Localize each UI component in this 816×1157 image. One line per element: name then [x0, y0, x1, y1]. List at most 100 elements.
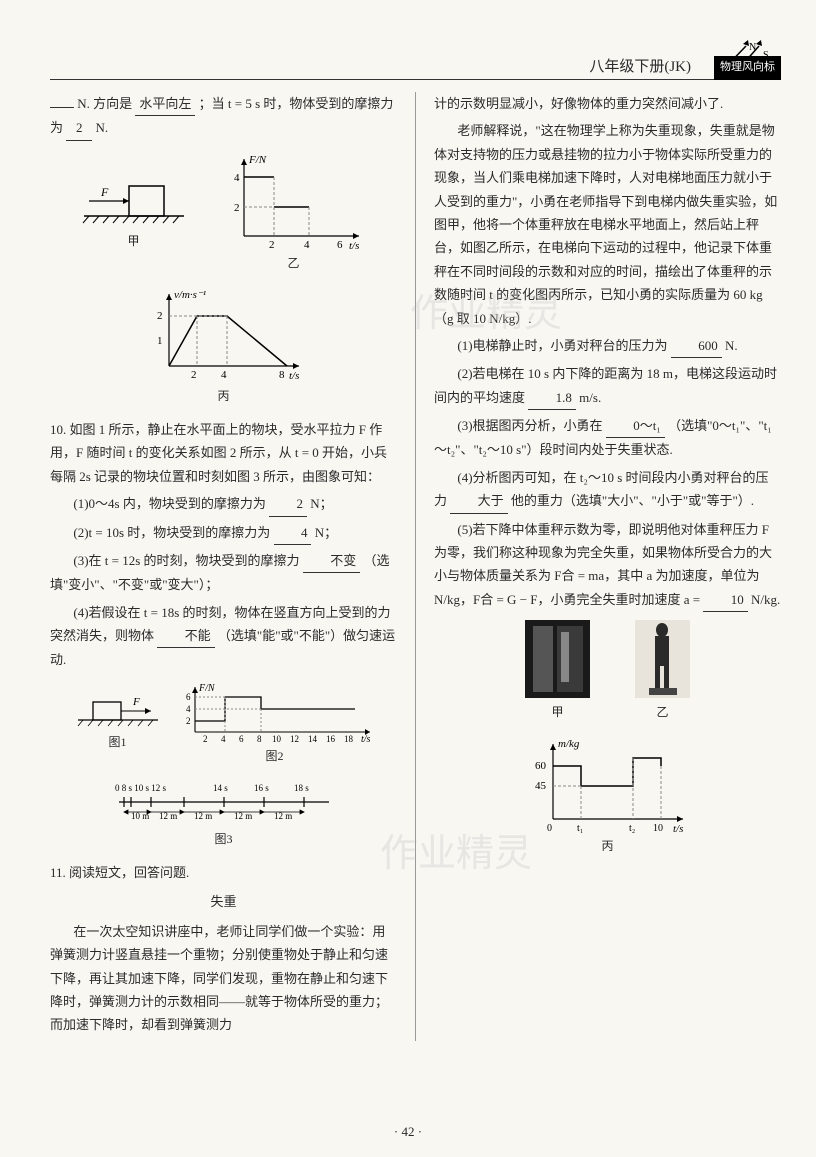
- vt-graph: v/m·s⁻¹ t/s 2 1 2 4 8: [139, 284, 309, 384]
- svg-text:12 m: 12 m: [274, 811, 292, 821]
- q9-unit: N.: [96, 120, 109, 135]
- r-a4-ans: 大于: [450, 489, 507, 513]
- svg-text:45: 45: [535, 780, 547, 792]
- r-a3-ans: 0～t₁: [606, 414, 665, 438]
- q11-p1: 在一次太空知识讲座中，老师让同学们做一个实验：用弹簧测力计竖直悬挂一个重物；分别…: [50, 920, 397, 1037]
- q10-1: (1)0～4s 内，物块受到的摩擦力为 2 N；: [50, 492, 397, 516]
- scale-photo: [635, 620, 690, 700]
- q11: 11. 阅读短文，回答问题.: [50, 861, 397, 884]
- svg-text:F/N: F/N: [198, 683, 216, 694]
- fig1-label: 图1: [73, 732, 163, 754]
- svg-text:t/s: t/s: [289, 370, 299, 382]
- photo-row: 甲 乙: [434, 620, 781, 724]
- r-a5: (5)若下降中体重秤示数为零，即说明他对体重秤压力 F 为零，我们称这种现象为完…: [434, 518, 781, 613]
- q10-3-ans: 不变: [303, 549, 360, 573]
- svg-text:4: 4: [221, 369, 227, 381]
- svg-text:2: 2: [269, 239, 275, 251]
- svg-text:4: 4: [304, 239, 310, 251]
- fig-bing-label: 丙: [523, 836, 693, 858]
- svg-text:t/s: t/s: [361, 734, 371, 744]
- svg-text:12 m: 12 m: [234, 811, 252, 821]
- q10-2-ans: 4: [274, 521, 312, 545]
- svg-text:8: 8: [257, 734, 262, 744]
- svg-text:v/m·s⁻¹: v/m·s⁻¹: [174, 289, 206, 301]
- elevator-photo: [525, 620, 590, 700]
- photo-jia-label: 甲: [525, 702, 590, 724]
- svg-text:4: 4: [186, 704, 191, 714]
- q9-ans2: 2: [66, 116, 92, 140]
- svg-text:10 m: 10 m: [131, 811, 149, 821]
- svg-text:4: 4: [234, 172, 240, 184]
- photo-jia: 甲: [525, 620, 590, 724]
- svg-text:18 s: 18 s: [294, 783, 309, 793]
- content-columns: N. 方向是 水平向左 ；当 t = 5 s 时，物体受到的摩擦力为 2 N.: [50, 92, 781, 1041]
- svg-text:m/kg: m/kg: [558, 738, 580, 750]
- page-number: · 42 ·: [394, 1120, 422, 1143]
- fig-jia: F 甲: [79, 151, 189, 275]
- fig-a-label: 甲: [79, 231, 189, 253]
- q11-title: 失重: [50, 890, 397, 913]
- timeline-fig3: 0 8 s 10 s 12 s 14 s 16 s 18 s 10 m12 m …: [109, 777, 339, 827]
- svg-text:10: 10: [653, 823, 663, 834]
- fig2-label: 图2: [175, 746, 375, 768]
- page-header: 八年级下册(JK) 3 N S 物理风向标: [50, 40, 781, 80]
- force-label: F: [100, 185, 109, 199]
- q10-stem: 10. 如图 1 所示，静止在水平面上的物块，受水平拉力 F 作用，F 随时间 …: [50, 418, 397, 488]
- svg-text:2: 2: [191, 369, 197, 381]
- q10-4: (4)若假设在 t = 18s 的时刻，物体在竖直方向上受到的力突然消失，则物体…: [50, 601, 397, 672]
- svg-text:12 m: 12 m: [159, 811, 177, 821]
- svg-text:2: 2: [234, 202, 240, 214]
- q9-ans1: 水平向左: [135, 92, 195, 116]
- fig-bing-r: m/kg t/s 60 45 0 t₁ t₂ 10 丙: [523, 734, 693, 858]
- fig-bing: v/m·s⁻¹ t/s 2 1 2 4 8 丙: [139, 284, 309, 408]
- svg-text:14 s: 14 s: [213, 783, 228, 793]
- fig-yi: F/N t/s 4 2 2 4 6 乙: [219, 151, 369, 275]
- svg-text:10: 10: [272, 734, 282, 744]
- svg-text:0 8 s 10 s 12 s: 0 8 s 10 s 12 s: [115, 783, 167, 793]
- svg-text:2: 2: [203, 734, 208, 744]
- svg-text:t₁: t₁: [577, 823, 583, 834]
- svg-text:1: 1: [157, 335, 163, 347]
- fig-3: 0 8 s 10 s 12 s 14 s 16 s 18 s 10 m12 m …: [109, 777, 339, 851]
- fig-row-c: v/m·s⁻¹ t/s 2 1 2 4 8 丙: [50, 284, 397, 408]
- svg-text:6: 6: [239, 734, 244, 744]
- svg-text:2: 2: [157, 310, 163, 322]
- fig-bing-row: m/kg t/s 60 45 0 t₁ t₂ 10 丙: [434, 734, 781, 858]
- ft-graph: F/N t/s 4 2 2 4 6: [219, 151, 369, 251]
- r-a3: (3)根据图丙分析，小勇在 0～t₁ （选填"0～t₁"、"t₁～t₂"、"t₂…: [434, 414, 781, 462]
- fig-row-3: 0 8 s 10 s 12 s 14 s 16 s 18 s 10 m12 m …: [50, 777, 397, 851]
- svg-text:2: 2: [186, 716, 191, 726]
- svg-text:8: 8: [279, 369, 285, 381]
- svg-text:18: 18: [344, 734, 354, 744]
- r-a2: (2)若电梯在 10 s 内下降的距离为 18 m，电梯这段运动时间内的平均速度…: [434, 362, 781, 410]
- photo-yi: 乙: [635, 620, 690, 724]
- r-a1: (1)电梯静止时，小勇对秤台的压力为 600 N.: [434, 334, 781, 358]
- r-p2: 老师解释说，"这在物理学上称为失重现象，失重就是物体对支持物的压力或悬挂物的拉力…: [434, 119, 781, 330]
- brand-badge: 物理风向标: [714, 56, 781, 80]
- grade-label: 八年级下册(JK): [589, 54, 691, 81]
- photo-yi-label: 乙: [635, 702, 690, 724]
- block-diagram: F: [79, 151, 189, 229]
- svg-text:4: 4: [221, 734, 226, 744]
- q10-3: (3)在 t = 12s 的时刻，物块受到的摩擦力 不变 （选填"变小"、"不变…: [50, 549, 397, 597]
- fig-c-label: 丙: [139, 386, 309, 408]
- svg-text:6: 6: [186, 692, 191, 702]
- ft-graph-2: F/N t/s 6 4 2 2 4 6 8 10 12 14 16 18: [175, 682, 375, 744]
- left-column: N. 方向是 水平向左 ；当 t = 5 s 时，物体受到的摩擦力为 2 N.: [50, 92, 397, 1041]
- svg-text:16: 16: [326, 734, 336, 744]
- q10-2: (2)t = 10s 时，物块受到的摩擦力为 4 N；: [50, 521, 397, 545]
- q10-4-ans: 不能: [157, 624, 214, 648]
- svg-text:16 s: 16 s: [254, 783, 269, 793]
- svg-text:t/s: t/s: [349, 240, 359, 251]
- mt-graph: m/kg t/s 60 45 0 t₁ t₂ 10: [523, 734, 693, 834]
- svg-text:12: 12: [290, 734, 299, 744]
- r-a5-ans: 10: [703, 588, 747, 612]
- q10-1-ans: 2: [269, 492, 307, 516]
- r-a4: (4)分析图丙可知，在 t₂～10 s 时间段内小勇对秤台的压力 大于 他的重力…: [434, 466, 781, 514]
- svg-text:14: 14: [308, 734, 318, 744]
- q9-prefix: N. 方向是: [77, 96, 132, 111]
- fig-b-label: 乙: [219, 253, 369, 275]
- fig3-label: 图3: [109, 829, 339, 851]
- r-a1-ans: 600: [671, 334, 722, 358]
- r-a2-ans: 1.8: [528, 386, 576, 410]
